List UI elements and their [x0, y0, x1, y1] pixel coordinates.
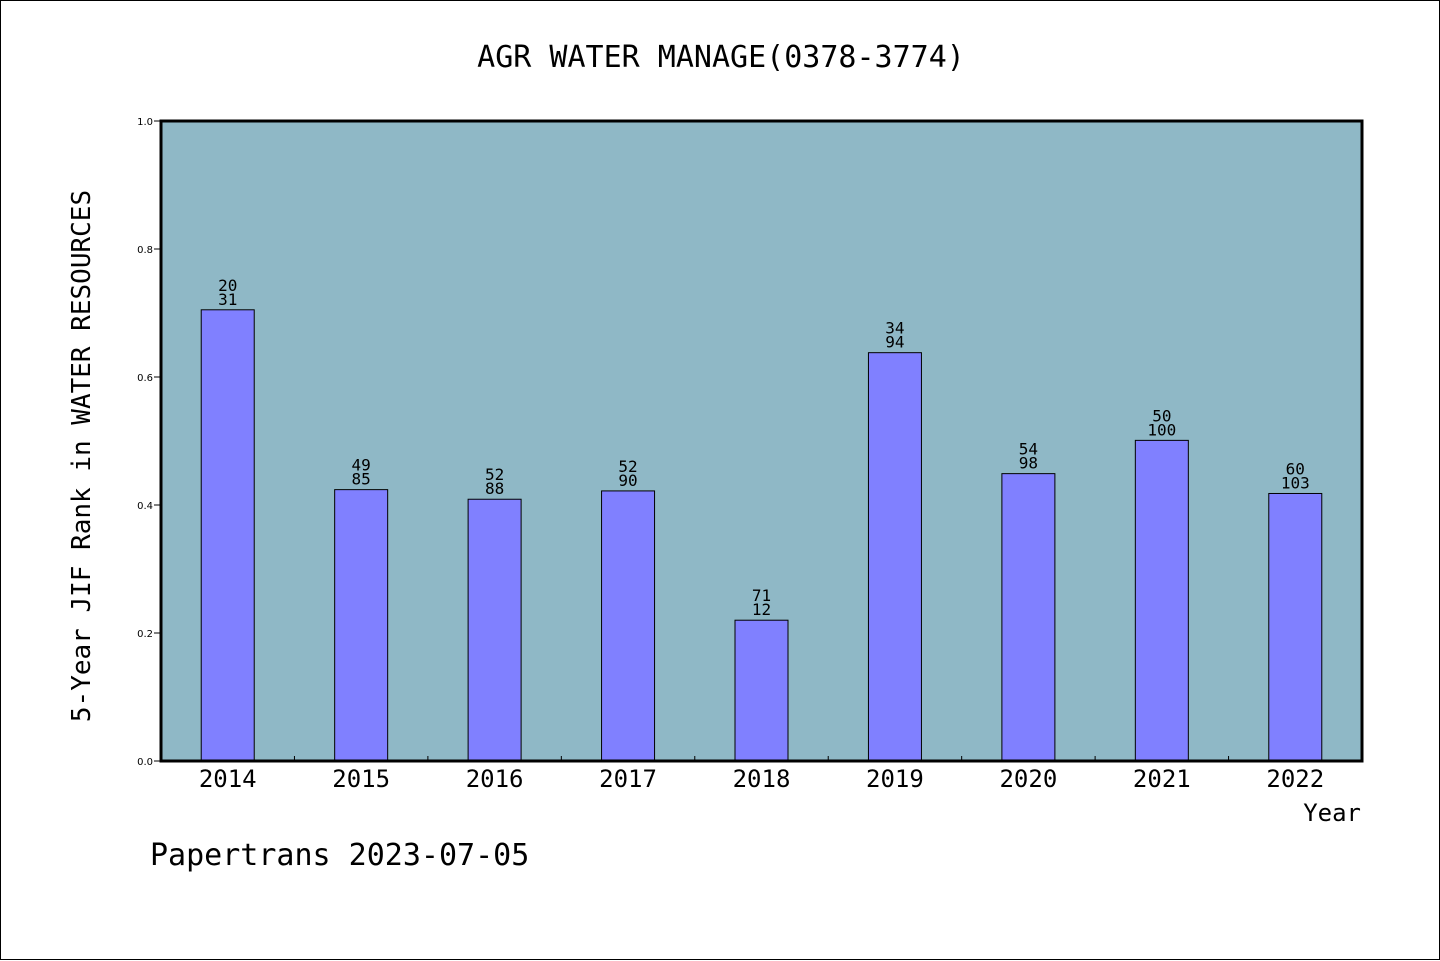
bar-2015: [334, 489, 389, 762]
data-label-bottom: 100: [1147, 420, 1176, 439]
x-tick-label: 2019: [866, 765, 924, 793]
data-label-top: 60: [1286, 459, 1305, 478]
x-tick-label: 2017: [599, 765, 657, 793]
x-tick-label: 2014: [199, 765, 257, 793]
data-label-top: 52: [485, 465, 504, 484]
y-tick-label: 0.0: [137, 757, 153, 768]
x-tick-label: 2016: [466, 765, 524, 793]
bar-2016: [467, 498, 522, 762]
data-label-bottom: 85: [352, 470, 371, 489]
x-axis-label: Year: [1303, 799, 1361, 827]
data-label-top: 20: [218, 276, 237, 295]
x-tick-label: 2018: [733, 765, 791, 793]
plot-border: [159, 119, 1364, 763]
data-label-top: 49: [352, 456, 371, 475]
data-label-top: 71: [752, 586, 771, 605]
data-label-top: 52: [618, 457, 637, 476]
data-label-top: 50: [1152, 406, 1171, 425]
y-axis-ticks: 0.0 0.2 0.4 0.6 0.8 1.0: [137, 117, 161, 768]
x-tick-label: 2020: [999, 765, 1057, 793]
bar-2019: [867, 352, 922, 762]
data-label-bottom: 94: [885, 333, 904, 352]
y-tick-label: 0.8: [137, 245, 153, 256]
data-label-bottom: 98: [1019, 454, 1038, 473]
data-label-bottom: 12: [752, 600, 771, 619]
bar-2022: [1268, 492, 1323, 762]
x-axis-ticks: 2014 2015 2016 2017 2018 2019 2020 2021 2022: [199, 756, 1324, 793]
y-tick-label: 1.0: [137, 117, 153, 128]
bar-2017: [601, 490, 656, 762]
x-tick-label: 2021: [1133, 765, 1191, 793]
bar-2021: [1134, 439, 1189, 762]
chart-title: AGR WATER MANAGE(0378-3774): [477, 40, 965, 75]
bars: [200, 309, 1323, 762]
data-label-bottom: 88: [485, 479, 504, 498]
data-label-bottom: 103: [1281, 473, 1310, 492]
x-tick-label: 2022: [1266, 765, 1324, 793]
data-label-bottom: 31: [218, 290, 237, 309]
footer-text: Papertrans 2023-07-05: [150, 838, 529, 873]
x-tick-label: 2015: [332, 765, 390, 793]
y-tick-label: 0.4: [137, 501, 153, 512]
bar-2020: [1001, 473, 1056, 762]
data-label-top: 54: [1019, 440, 1038, 459]
bar-2014: [200, 309, 255, 762]
data-label-top: 34: [885, 319, 904, 338]
bar-2018: [734, 619, 789, 762]
y-tick-label: 0.6: [137, 373, 153, 384]
y-tick-label: 0.2: [137, 629, 153, 640]
data-label-bottom: 90: [618, 471, 637, 490]
y-axis-label: 5-Year JIF Rank in WATER RESOURCES: [67, 190, 97, 722]
